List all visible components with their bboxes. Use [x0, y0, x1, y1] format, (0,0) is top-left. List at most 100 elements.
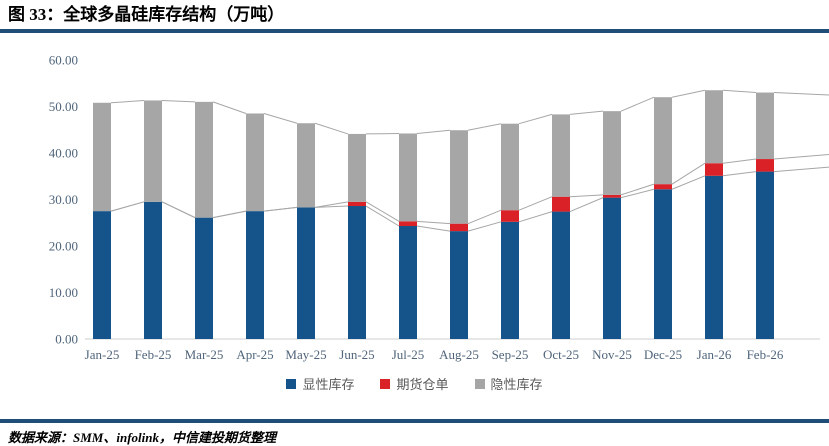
legend-swatch-futures — [380, 378, 391, 389]
legend-label-implicit: 隐性库存 — [490, 377, 543, 393]
y-tick-label: 50.00 — [49, 99, 78, 114]
x-category-label: Nov-25 — [592, 347, 632, 362]
series-line-futures — [671, 162, 706, 185]
legend-swatch-implicit — [474, 378, 485, 389]
series-line-futures — [365, 201, 400, 222]
bar-segment-futures — [552, 196, 570, 212]
series-line-implicit — [212, 101, 247, 114]
bar-segment-explicit — [501, 221, 519, 339]
series-line-explicit — [671, 175, 706, 190]
bar-segment-futures — [399, 221, 417, 226]
bar-segment-explicit — [654, 188, 672, 339]
y-tick-label: 20.00 — [49, 238, 78, 253]
x-category-label: Feb-25 — [135, 347, 172, 362]
bar-segment-futures — [756, 158, 774, 172]
bar-segment-implicit — [450, 129, 468, 224]
title-divider-line — [0, 28, 829, 33]
legend-item-implicit: 隐性库存 — [474, 374, 543, 393]
series-line-implicit — [416, 129, 451, 134]
legend-swatch-explicit — [286, 378, 297, 389]
series-line-explicit — [620, 188, 655, 198]
bar-segment-explicit — [297, 207, 315, 339]
bar-segment-implicit — [756, 92, 774, 159]
y-tick-label: 0.00 — [55, 331, 78, 346]
series-line-implicit — [518, 113, 553, 124]
bar-segment-implicit — [93, 102, 111, 211]
y-tick-label: 10.00 — [49, 285, 78, 300]
series-line-futures — [161, 201, 196, 218]
legend-label-explicit: 显性库存 — [302, 377, 355, 393]
x-category-label: Sep-25 — [492, 347, 529, 362]
bar-segment-explicit — [705, 175, 723, 339]
series-line-implicit — [110, 99, 145, 103]
bar-segment-implicit — [195, 101, 213, 218]
legend-item-futures: 期货仓单 — [380, 374, 449, 393]
bar-segment-futures — [501, 209, 519, 222]
x-category-label: Aug-25 — [439, 347, 479, 362]
bar-segment-implicit — [501, 123, 519, 210]
bar-segment-futures — [450, 223, 468, 231]
series-line-futures — [263, 206, 298, 212]
bar-segment-implicit — [552, 114, 570, 197]
bar-segment-explicit — [450, 230, 468, 339]
y-tick-label: 60.00 — [49, 52, 78, 67]
series-line-implicit — [722, 89, 757, 93]
series-line-extension-explicit — [773, 166, 829, 172]
y-tick-label: 30.00 — [49, 192, 78, 207]
series-line-futures — [212, 210, 247, 218]
series-line-futures — [722, 158, 757, 164]
chart-legend: 显性库存 期货仓单 隐性库存 — [0, 373, 829, 395]
legend-item-explicit: 显性库存 — [286, 374, 354, 393]
bar-segment-implicit — [654, 96, 672, 184]
series-line-explicit — [365, 205, 400, 227]
x-category-label: Mar-25 — [185, 347, 224, 362]
figure-title: 图 33：全球多晶硅库存结构（万吨） — [8, 5, 285, 24]
x-category-label: Apr-25 — [236, 347, 273, 362]
bar-segment-explicit — [552, 211, 570, 339]
bar-segment-futures — [348, 201, 366, 206]
series-line-explicit — [569, 196, 604, 212]
x-category-label: Jul-25 — [392, 347, 425, 362]
bar-segment-implicit — [297, 122, 315, 208]
bar-segment-futures — [603, 194, 621, 198]
x-category-label: Oct-25 — [543, 347, 579, 362]
bar-segment-explicit — [246, 210, 264, 339]
series-line-explicit — [722, 170, 757, 176]
series-line-futures — [518, 195, 553, 211]
series-line-implicit — [569, 110, 604, 115]
x-category-label: Dec-25 — [644, 347, 682, 362]
series-line-futures — [620, 183, 655, 196]
series-line-implicit — [671, 89, 706, 98]
x-category-label: Feb-26 — [747, 347, 784, 362]
series-line-explicit — [518, 210, 553, 222]
series-line-explicit — [416, 225, 451, 232]
series-line-futures — [314, 201, 349, 208]
bar-segment-explicit — [144, 201, 162, 339]
footer-divider-line — [0, 419, 829, 423]
bar-segment-implicit — [246, 113, 264, 211]
series-line-implicit — [314, 122, 349, 135]
series-line-extension-futures — [773, 153, 829, 160]
spacer — [0, 395, 829, 419]
inventory-stacked-bar-chart: 0.00 10.00 20.00 30.00 40.00 50.00 60.00 Jan-25… — [49, 52, 829, 362]
x-category-label: May-25 — [285, 347, 326, 362]
series-line-explicit — [314, 205, 349, 208]
bar-segment-implicit — [348, 133, 366, 202]
bar-segment-implicit — [399, 133, 417, 222]
bar-segment-implicit — [705, 89, 723, 163]
bar-segment-implicit — [603, 110, 621, 195]
x-category-label: Jan-26 — [697, 347, 732, 362]
series-line-futures — [467, 209, 502, 224]
bar-segment-explicit — [348, 205, 366, 339]
series-line-explicit — [467, 221, 502, 232]
bar-segment-futures — [705, 162, 723, 176]
series-line-implicit — [161, 99, 196, 103]
data-source-note: 数据来源：SMM、infolink，中信建投期货整理 — [8, 430, 276, 445]
series-line-futures — [569, 194, 604, 197]
y-tick-label: 40.00 — [49, 145, 78, 160]
x-category-label: Jan-25 — [85, 347, 120, 362]
x-category-label: Jun-25 — [339, 347, 374, 362]
series-line-implicit — [620, 96, 655, 112]
bar-segment-explicit — [195, 217, 213, 339]
